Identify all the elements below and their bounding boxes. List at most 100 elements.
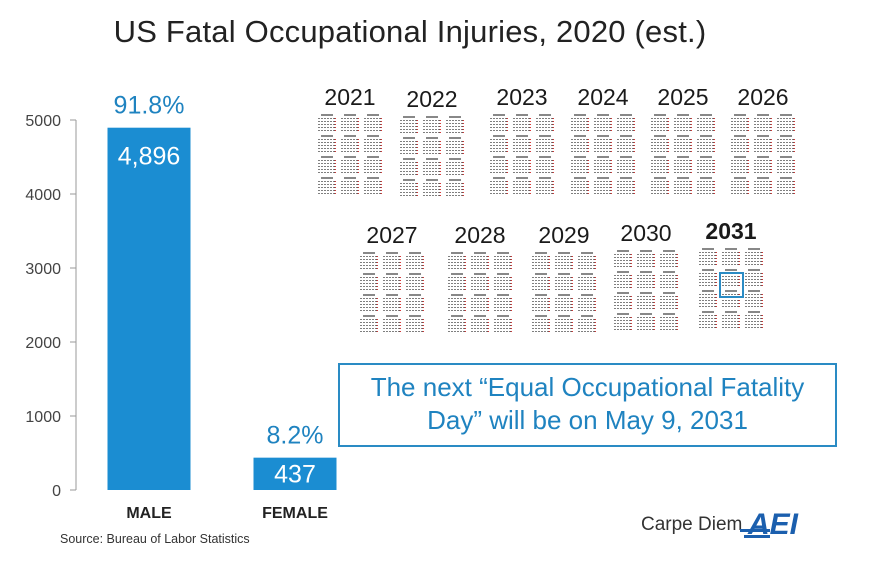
calendar-month [383,273,401,290]
aei-logo-icon: AEI [740,508,799,541]
calendar-month [722,248,740,265]
calendar-month [637,292,655,309]
calendar-month [360,315,378,332]
calendar-month [490,135,508,152]
calendar-month [699,248,717,265]
calendar-month [731,135,749,152]
calendar-month [614,292,632,309]
calendar-month [578,252,596,269]
bar-percent-label: 91.8% [114,92,185,120]
calendar-month [448,252,466,269]
callout-box: The next “Equal Occupational Fatality Da… [338,363,837,447]
calendar-month [745,248,763,265]
calendar-month [571,114,589,131]
calendar-month [494,294,512,311]
y-tick-label: 1000 [25,409,61,426]
calendar-2025: 2025 [649,84,717,194]
calendar-2029: 2029 [530,222,598,332]
calendar-month [754,177,772,194]
calendar-month [651,135,669,152]
calendar-month [400,179,418,196]
calendar-year-label: 2024 [577,84,629,110]
calendar-month [423,137,441,154]
calendar-month [660,292,678,309]
calendar-year-label: 2028 [454,222,506,248]
calendar-month [674,177,692,194]
calendar-month [360,294,378,311]
calendar-month [745,311,763,328]
calendar-month [364,156,382,173]
calendar-month [406,294,424,311]
calendar-month [660,313,678,330]
calendar-2021: 2021 [316,84,384,194]
calendar-month [745,290,763,307]
calendar-year-label: 2027 [366,222,418,248]
brand-text: Carpe Diem [641,514,743,535]
calendar-month [536,114,554,131]
chart-title: US Fatal Occupational Injuries, 2020 (es… [113,14,707,49]
calendar-month [341,114,359,131]
calendar-month [318,177,336,194]
calendar-month [364,135,382,152]
calendar-month [536,156,554,173]
calendar-month [318,156,336,173]
calendar-month [777,135,795,152]
calendar-month [406,315,424,332]
calendar-months [446,252,514,332]
calendar-months [569,114,637,194]
calendar-month [731,114,749,131]
calendar-month [699,290,717,307]
calendar-months [649,114,717,194]
calendar-month [731,156,749,173]
calendar-month [513,135,531,152]
calendar-month [614,250,632,267]
calendar-month [341,177,359,194]
calendar-2022: 2022 [398,86,466,196]
calendar-month [513,114,531,131]
calendar-month [494,252,512,269]
calendar-month [383,315,401,332]
calendar-month [578,315,596,332]
calendar-year-label: 2021 [324,84,376,110]
calendar-month [471,315,489,332]
calendar-month [660,271,678,288]
y-tick-label: 3000 [25,261,61,278]
calendar-month [494,315,512,332]
calendar-month [722,290,740,307]
calendar-month [406,252,424,269]
calendar-month [699,311,717,328]
calendar-month [536,177,554,194]
calendar-month [446,116,464,133]
calendar-month [446,137,464,154]
calendar-month [651,156,669,173]
calendar-months [697,248,765,328]
calendar-month [400,116,418,133]
calendar-month [651,177,669,194]
calendar-month [400,137,418,154]
calendar-year-label: 2030 [620,220,672,246]
calendar-month [697,177,715,194]
calendar-month [471,294,489,311]
bar-value-label: 4,896 [118,143,181,171]
calendar-year-label: 2031 [705,218,757,244]
calendar-month [731,177,749,194]
calendar-month [594,156,612,173]
aei-logo-text: AEI [747,508,799,541]
calendar-month [651,114,669,131]
calendar-month [318,135,336,152]
bar-female [253,457,337,490]
calendar-month [777,114,795,131]
calendar-month [446,179,464,196]
calendar-month [423,158,441,175]
calendar-month [532,294,550,311]
may-2031-highlight [719,272,744,298]
calendar-month [637,271,655,288]
bar-value-label: 437 [274,461,316,489]
calendar-month [341,156,359,173]
calendar-month [513,177,531,194]
calendar-month [364,114,382,131]
calendar-month [360,273,378,290]
bar-male [107,127,191,491]
calendar-month [697,156,715,173]
